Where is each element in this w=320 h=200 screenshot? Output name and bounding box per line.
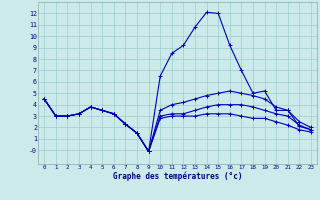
X-axis label: Graphe des températures (°c): Graphe des températures (°c) <box>113 172 242 181</box>
